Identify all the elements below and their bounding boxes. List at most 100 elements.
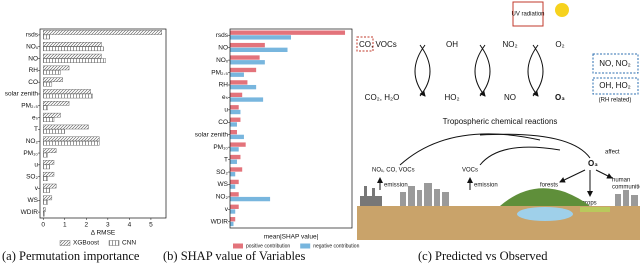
y-tick-label: NO₂ (26, 138, 39, 145)
uv-label: UV radiation (511, 12, 544, 18)
bar (43, 46, 104, 52)
y-tick-label: NO₂ (216, 194, 229, 201)
bar (230, 55, 260, 60)
bar (230, 129, 237, 135)
bar (230, 159, 237, 164)
bar (230, 60, 265, 65)
legend-swatch (300, 243, 311, 249)
y-tick-label: RH (29, 67, 39, 74)
bar (43, 42, 102, 47)
factory (360, 186, 382, 206)
y-tick-label: CO (28, 79, 38, 86)
y-tick-label: RH (219, 82, 229, 89)
bar (43, 101, 70, 106)
bar (43, 141, 100, 146)
y-tick-label: rsds (26, 32, 39, 39)
bar (230, 147, 239, 152)
caption: (c) Predicted vs Observed (418, 249, 548, 263)
bar (230, 97, 264, 102)
species: CO₂, H₂O (365, 93, 400, 102)
x-axis-title: mean|SHAP value| (264, 234, 319, 241)
bar (43, 152, 48, 158)
caption: (b) SHAP value of Variables (163, 249, 305, 263)
legend-label: XGBoost (73, 240, 99, 247)
bar (230, 122, 237, 127)
lake (517, 207, 573, 221)
uv-box (512, 1, 544, 27)
y-tick-label: T (34, 126, 38, 133)
bar (43, 70, 61, 75)
arrow (474, 44, 486, 97)
bar (230, 217, 236, 222)
label: affect (605, 150, 620, 156)
bar (43, 58, 106, 63)
bar (230, 67, 257, 73)
plot-frame (39, 28, 167, 219)
arrow (399, 133, 541, 166)
bar (43, 105, 48, 111)
y-tick-label: eₛ (32, 114, 39, 121)
label: crops (582, 201, 597, 207)
arrow (479, 133, 591, 159)
x-tick-label: 4 (128, 222, 132, 229)
note: (RH related) (599, 98, 632, 104)
bar (230, 35, 291, 40)
x-tick-label: 3 (106, 222, 110, 229)
y-tick-label: eₛ (222, 94, 229, 101)
bar (43, 65, 70, 71)
arrow (559, 169, 586, 183)
crops (580, 207, 610, 212)
bar (230, 117, 241, 122)
diagram: UV radiation CO, VOCs OH NO₂ O₂ CO₂, H₂O… (356, 1, 640, 240)
y-tick-label: u (34, 162, 38, 169)
x-tick-label: 0 (41, 222, 45, 229)
bar (230, 92, 243, 98)
arrow (527, 44, 539, 97)
bar (43, 117, 55, 122)
bar (230, 134, 244, 140)
label: NOₓ, CO, VOCs (372, 168, 415, 174)
y-tick-label: WDIR (21, 209, 39, 216)
y-tick-label: PM₂.₅ (21, 103, 38, 110)
label: human (612, 178, 630, 184)
bar (230, 154, 241, 160)
y-tick-label: WS (28, 197, 39, 204)
bar (43, 164, 50, 170)
bar (230, 109, 241, 115)
species: HO₂ (444, 93, 459, 102)
label: emission (384, 183, 408, 189)
legend-swatch (59, 240, 71, 246)
bar (230, 47, 288, 53)
bar (230, 196, 271, 202)
legend-label: positive contribution (246, 243, 290, 249)
y-tick-label: NOₓ (216, 57, 229, 64)
bar (43, 124, 89, 130)
x-tick-label: 2 (84, 222, 88, 229)
plot-frame (229, 28, 353, 229)
x-axis-title: Δ RMSE (91, 230, 116, 237)
caption: (a) Permutation importance (2, 249, 140, 263)
ohho2-box (592, 77, 639, 95)
bar (43, 53, 102, 59)
species: O₃ (555, 93, 565, 102)
bar (43, 136, 100, 142)
y-tick-label: WDIR (211, 219, 229, 226)
bar (230, 105, 239, 110)
label: communities (612, 185, 640, 191)
y-tick-label: NO (28, 55, 38, 62)
y-tick-label: PM₁₀ (23, 150, 38, 157)
bar (230, 72, 244, 77)
arrow (479, 44, 491, 97)
bar (230, 167, 243, 172)
forest (500, 188, 590, 206)
y-tick-label: SO₂ (26, 173, 38, 180)
y-tick-label: CO (218, 119, 228, 126)
legend-swatch (233, 243, 243, 249)
y-tick-label: NOₓ (26, 43, 39, 50)
bar (230, 221, 234, 227)
bar (43, 30, 162, 35)
bar (43, 34, 50, 40)
bar (230, 30, 346, 35)
arrow (419, 44, 431, 97)
